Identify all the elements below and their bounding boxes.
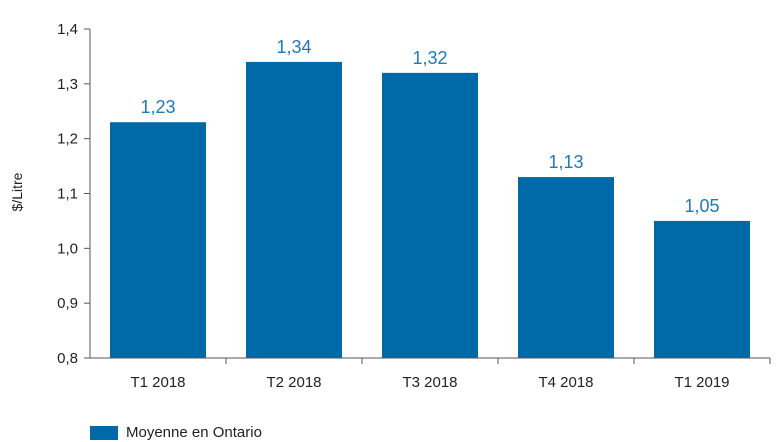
data-label: 1,13 — [548, 152, 583, 172]
y-tick-label: 1,1 — [57, 186, 78, 203]
bars: 1,23 1,34 1,32 1,13 1,05 — [110, 37, 750, 359]
data-label: 1,05 — [684, 196, 719, 216]
x-tick-label: T3 2018 — [402, 374, 457, 391]
bar — [518, 177, 614, 358]
legend-label: Moyenne en Ontario — [126, 424, 262, 441]
legend: Moyenne en Ontario — [90, 424, 262, 441]
y-tick-label: 0,8 — [57, 350, 78, 367]
x-tick-label: T1 2019 — [674, 374, 729, 391]
x-tick-label: T1 2018 — [130, 374, 185, 391]
y-tick-label: 1,3 — [57, 76, 78, 93]
legend-swatch — [90, 425, 118, 440]
bar — [654, 220, 750, 358]
x-tick-label: T4 2018 — [538, 374, 593, 391]
y-axis-label: $/Litre — [9, 172, 25, 211]
x-tick-label: T2 2018 — [266, 374, 321, 391]
bar — [382, 72, 478, 358]
y-tick-label: 0,9 — [57, 295, 78, 312]
bar — [110, 122, 206, 358]
bar — [246, 61, 342, 359]
y-axis: 0,8 0,9 1,0 1,1 1,2 1,3 1,4 — [57, 21, 91, 367]
x-axis: T1 2018 T2 2018 T3 2018 T4 2018 T1 2019 — [90, 357, 771, 391]
y-tick-label: 1,4 — [57, 21, 78, 38]
y-tick-label: 1,2 — [57, 131, 78, 148]
data-label: 1,23 — [140, 97, 175, 117]
data-label: 1,32 — [412, 48, 447, 68]
data-label: 1,34 — [276, 37, 311, 57]
y-tick-label: 1,0 — [57, 240, 78, 257]
